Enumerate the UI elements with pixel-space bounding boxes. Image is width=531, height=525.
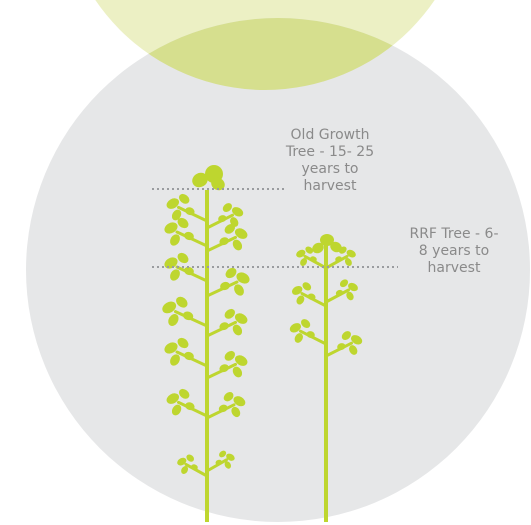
leaf [177,457,187,466]
leaf [312,242,324,254]
leaf [170,354,180,366]
leaf [234,313,248,324]
leaf [225,267,237,279]
leaf [236,272,250,284]
leaf [300,258,308,266]
bottom-circle [26,18,530,522]
leaf [291,285,303,295]
branch [299,329,328,346]
leaf [224,223,235,234]
leaf [186,454,195,462]
leaf [176,296,188,308]
leaf [346,291,354,301]
leaf [341,331,352,340]
branch [177,400,209,418]
leaf [294,333,303,343]
branch [324,254,349,270]
leaf [224,308,235,319]
old-growth-label: Old Growth Tree - 15- 25 years to harves… [285,127,375,194]
leaf [219,450,227,458]
leaf [222,203,233,212]
branch [324,341,353,358]
leaf [346,249,356,258]
leaf [162,301,177,314]
leaf [171,404,182,416]
leaf [234,355,248,366]
leaf [164,342,178,354]
leaf [164,257,178,269]
branch [300,292,328,308]
leaf [305,246,314,254]
leaf [224,350,235,361]
leaf [177,217,189,229]
leaf [170,269,180,281]
leaf [338,246,347,254]
branch [175,265,209,283]
leaf [168,314,179,326]
leaf [296,249,306,258]
leaf [302,282,312,291]
leaf [177,252,189,264]
leaf [234,284,244,296]
branch [174,310,209,328]
leaf [232,324,243,336]
rrf-tree [289,234,363,522]
branch [205,458,228,473]
branch [205,235,237,253]
branch [205,280,239,298]
leaf [233,396,246,407]
leaf [179,193,190,204]
rrf-label: RRF Tree - 6-8 years to harvest [409,226,499,276]
leaf [231,406,241,418]
branch [205,320,237,338]
leaf [232,239,243,251]
branch [175,350,209,368]
leaf [296,295,305,305]
leaf [232,207,244,217]
branch [205,403,236,420]
leaf [339,279,349,288]
leaf [289,323,301,333]
leaf [234,228,248,239]
leaf [179,388,190,399]
leaf [300,319,311,328]
branch [184,462,209,478]
leaf [177,337,189,349]
leaf [166,198,180,209]
branch [205,362,237,380]
leaf [232,366,243,378]
leaf [344,258,352,266]
leaf [166,393,180,404]
leaf [181,466,189,474]
branch [175,230,209,248]
leaf [351,335,363,345]
leaf [211,177,225,191]
old-growth-tree [162,165,250,522]
leaf [170,234,180,246]
leaf [224,461,231,469]
leaf [164,222,178,234]
leaf [348,282,358,292]
leaf [223,392,234,402]
leaf [226,453,235,461]
branch [177,205,209,223]
leaf [320,234,334,246]
leaf [171,209,182,221]
branch [205,213,234,230]
leaf [192,172,208,188]
branch [324,288,350,304]
leaf [330,241,342,253]
leaf [349,345,358,355]
